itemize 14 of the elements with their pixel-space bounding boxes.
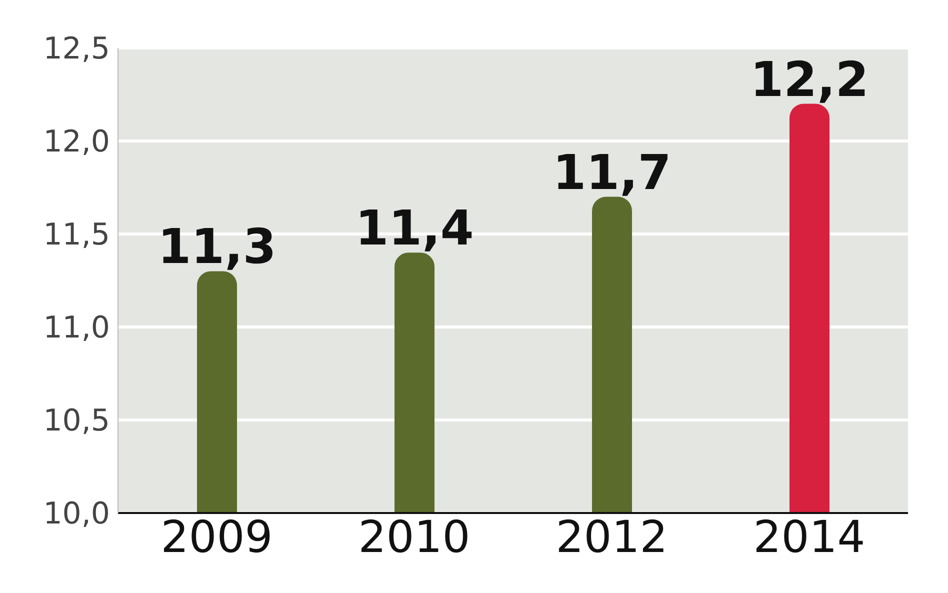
y-tick-label: 12,5: [43, 32, 110, 67]
y-tick-label: 11,5: [43, 218, 110, 253]
y-tick-label: 10,0: [43, 496, 110, 532]
x-tick-label: 2014: [753, 512, 866, 564]
x-tick-label: 2010: [358, 512, 470, 564]
data-label: 11,4: [355, 200, 474, 257]
y-tick-label: 12,0: [43, 124, 110, 160]
x-tick-label: 2009: [160, 512, 273, 564]
data-label: 12,2: [750, 52, 869, 108]
y-tick-label: 11,0: [43, 310, 110, 346]
y-tick-label: 10,5: [43, 404, 110, 439]
data-label: 11,7: [552, 144, 672, 201]
data-label: 11,3: [158, 219, 276, 276]
x-tick-label: 2012: [556, 512, 668, 564]
